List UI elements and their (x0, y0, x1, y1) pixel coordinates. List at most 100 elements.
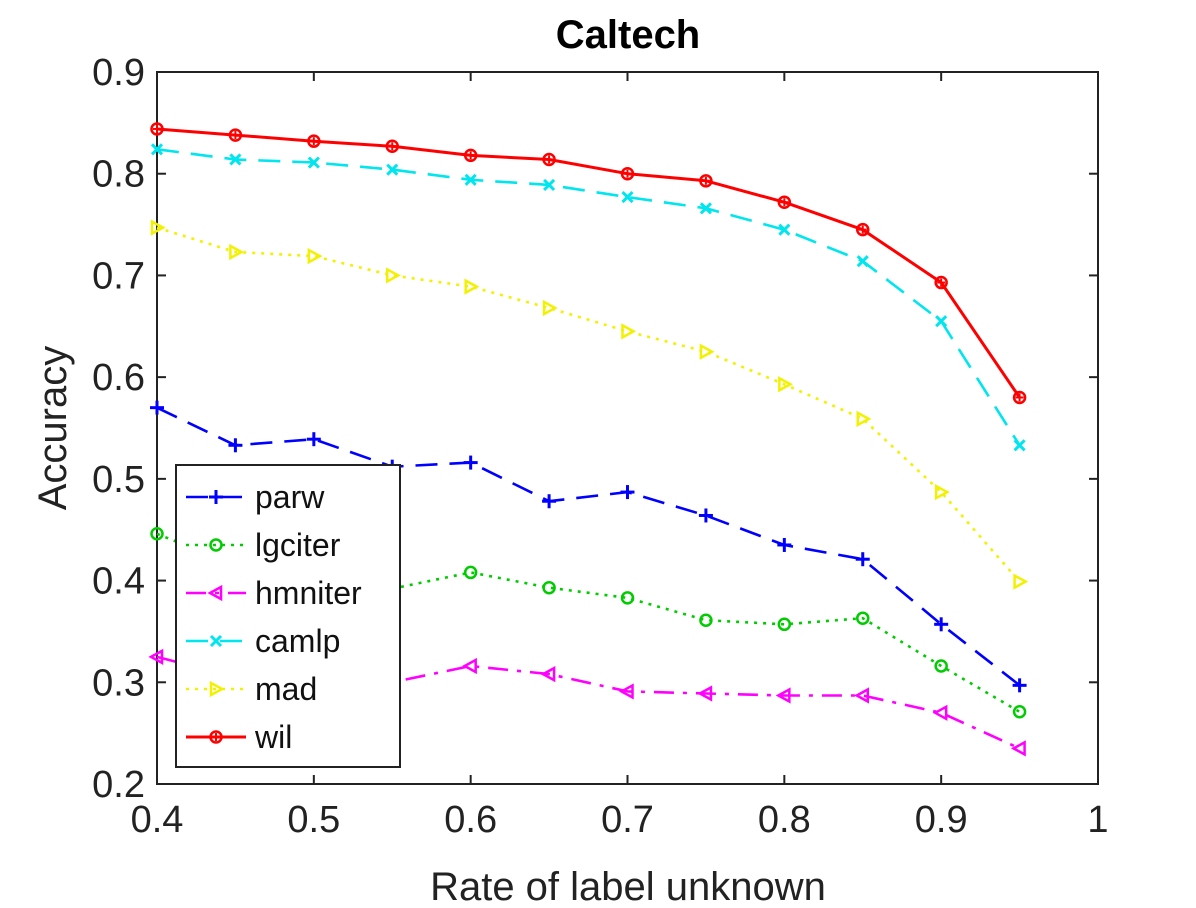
legend-entry-lgciter: lgciter (186, 527, 341, 563)
data-point-hmniter (540, 666, 556, 683)
chart-title: Caltech (556, 13, 701, 57)
data-point-lgciter (934, 659, 948, 673)
data-point-mad (1013, 573, 1029, 590)
legend: parw lgciter hmniter camlp mad wil (175, 464, 401, 768)
data-point-mad (150, 219, 166, 236)
legend-marker (207, 584, 223, 602)
series-wil (150, 122, 1027, 405)
data-point-parw (620, 485, 635, 500)
series-parw (150, 400, 1027, 693)
legend-entry-camlp: camlp (186, 623, 340, 659)
data-point-mad (386, 267, 401, 284)
data-point-lgciter (777, 617, 792, 632)
series-mad (150, 219, 1029, 590)
data-point-wil (856, 222, 870, 237)
data-point-hmniter (697, 685, 713, 702)
data-point-hmniter (1010, 740, 1026, 757)
data-point-parw (855, 552, 870, 567)
data-point-lgciter (699, 613, 713, 627)
x-tick-label: 0.6 (444, 799, 497, 841)
y-tick-label: 0.6 (92, 357, 145, 399)
y-tick-label: 0.3 (92, 662, 145, 704)
data-point-parw (463, 455, 478, 470)
data-point-camlp (307, 156, 320, 169)
data-point-lgciter (542, 580, 556, 595)
legend-marker (209, 730, 223, 744)
legend-label: mad (255, 671, 317, 707)
data-point-mad (934, 483, 950, 501)
data-point-parw (1012, 678, 1027, 693)
data-point-wil (934, 275, 948, 290)
data-point-wil (542, 152, 556, 167)
data-point-camlp (856, 255, 869, 268)
data-point-hmniter (775, 687, 791, 704)
series-line-wil (156, 127, 1021, 399)
data-point-lgciter (1012, 705, 1027, 719)
x-tick-label: 0.8 (758, 799, 811, 841)
data-point-camlp (543, 178, 556, 191)
legend-label: wil (254, 719, 292, 755)
data-point-wil (150, 122, 164, 136)
y-tick-label: 0.7 (92, 255, 145, 297)
legend-entry-parw: parw (186, 479, 325, 515)
x-tick-label: 1 (1087, 799, 1108, 841)
data-point-parw (306, 432, 321, 447)
data-point-mad (307, 247, 323, 265)
data-point-camlp (1013, 439, 1026, 452)
data-point-wil (1012, 390, 1027, 405)
data-point-parw (698, 508, 713, 523)
data-point-camlp (621, 191, 634, 204)
legend-marker (209, 634, 223, 648)
legend-marker (209, 680, 225, 698)
series-camlp (150, 143, 1026, 452)
data-point-hmniter (462, 657, 477, 675)
data-point-camlp (935, 315, 948, 328)
x-tick-label: 0.7 (601, 799, 654, 841)
legend-entry-hmniter: hmniter (186, 575, 362, 611)
series-line-hmniter (156, 655, 1021, 750)
data-point-wil (699, 174, 713, 188)
data-point-hmniter (148, 648, 164, 665)
data-point-camlp (464, 173, 477, 186)
data-point-mad (464, 278, 480, 295)
data-point-mad (542, 299, 558, 317)
legend-marker (209, 538, 223, 552)
data-point-camlp (150, 143, 164, 156)
legend-label: camlp (255, 623, 340, 659)
data-point-wil (620, 166, 635, 181)
series-line-lgciter (156, 532, 1021, 713)
data-point-hmniter (618, 683, 634, 700)
data-point-hmniter (854, 687, 869, 704)
legend-label: parw (255, 479, 325, 515)
y-axis: 0.2 0.3 0.4 0.5 0.6 0.7 0.8 0.9 (92, 52, 1098, 806)
y-tick-label: 0.2 (92, 764, 145, 806)
x-axis: 0.4 0.5 0.6 0.7 0.8 0.9 1 (131, 72, 1109, 841)
legend-label: lgciter (255, 527, 341, 563)
data-point-lgciter (620, 591, 635, 605)
data-point-camlp (778, 223, 791, 236)
x-tick-label: 0.9 (915, 799, 968, 841)
data-point-camlp (229, 153, 242, 166)
y-tick-label: 0.5 (92, 459, 145, 501)
series-line-parw (156, 406, 1021, 687)
data-point-parw (934, 617, 949, 632)
data-point-lgciter (150, 527, 164, 541)
data-point-wil (307, 134, 321, 148)
data-point-mad (699, 343, 715, 360)
y-tick-label: 0.8 (92, 154, 145, 196)
data-point-parw (777, 537, 792, 552)
data-point-parw (228, 438, 243, 453)
legend-label: hmniter (255, 575, 362, 611)
data-point-camlp (386, 163, 399, 176)
data-point-mad (621, 323, 637, 340)
y-tick-label: 0.4 (92, 561, 145, 603)
series-line-mad (156, 226, 1021, 583)
x-tick-label: 0.4 (131, 799, 184, 841)
data-point-wil (777, 195, 792, 209)
data-point-hmniter (932, 704, 948, 721)
data-point-parw (150, 400, 164, 415)
y-tick-label: 0.9 (92, 52, 145, 94)
x-axis-label: Rate of label unknown (430, 865, 826, 908)
x-tick-label: 0.5 (287, 799, 340, 841)
